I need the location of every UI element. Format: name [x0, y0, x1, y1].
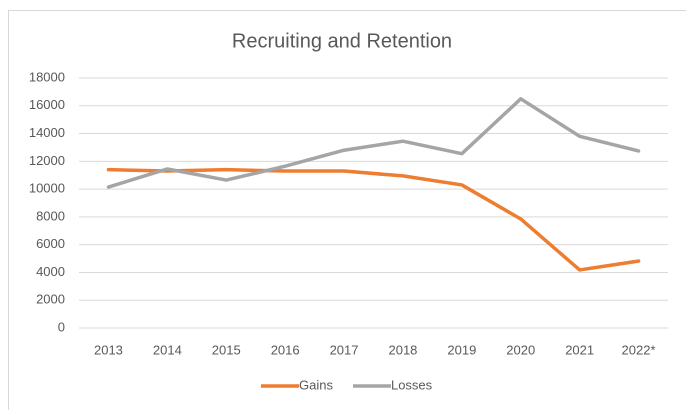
y-tick-label: 8000: [36, 208, 65, 223]
x-tick-label: 2021: [565, 342, 594, 357]
series-line: [106, 97, 641, 189]
x-tick-label: 2019: [447, 342, 476, 357]
x-tick-label: 2017: [330, 342, 359, 357]
y-tick-label: 18000: [29, 69, 65, 84]
legend-label: Losses: [391, 377, 433, 392]
y-tick-label: 0: [58, 319, 65, 334]
x-tick-label: 2015: [212, 342, 241, 357]
y-tick-label: 16000: [29, 97, 65, 112]
x-tick-label: 2013: [94, 342, 123, 357]
y-tick-label: 10000: [29, 181, 65, 196]
y-tick-label: 2000: [36, 292, 65, 307]
series-line: [106, 167, 641, 272]
legend-label: Gains: [299, 377, 333, 392]
y-tick-label: 6000: [36, 236, 65, 251]
y-tick-label: 14000: [29, 125, 65, 140]
x-tick-label: 2022*: [622, 342, 656, 357]
chart-border: [8, 10, 686, 410]
y-tick-label: 12000: [29, 153, 65, 168]
y-tick-label: 4000: [36, 264, 65, 279]
chart-title: Recruiting and Retention: [232, 30, 452, 52]
x-tick-label: 2018: [388, 342, 417, 357]
x-tick-label: 2016: [271, 342, 300, 357]
x-tick-label: 2014: [153, 342, 182, 357]
x-tick-label: 2020: [506, 342, 535, 357]
